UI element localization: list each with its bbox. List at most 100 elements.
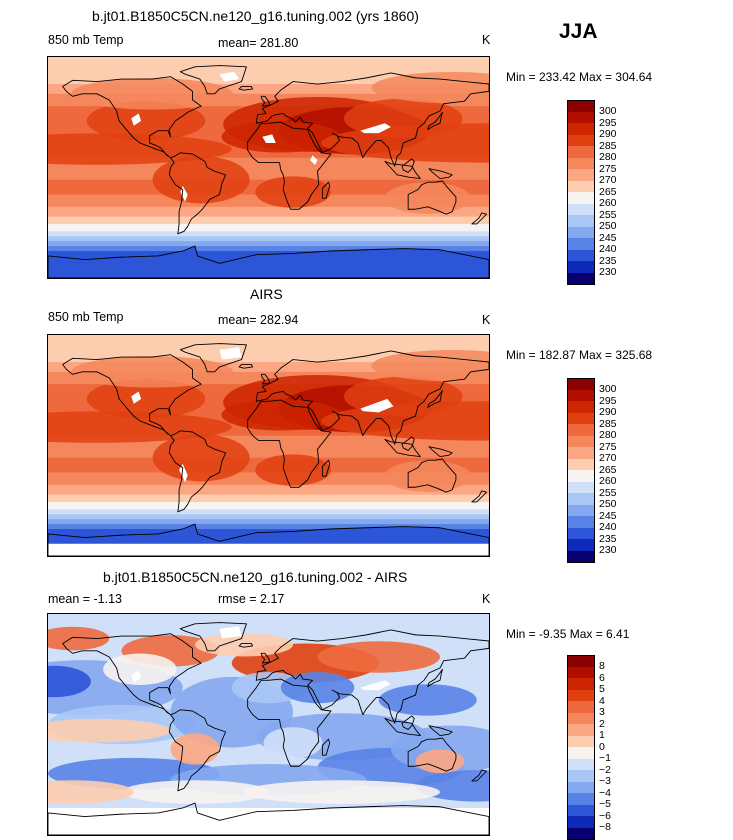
missing-data-region: [48, 807, 489, 835]
temperature-band: [48, 246, 489, 250]
temperature-band: [48, 226, 489, 230]
coastline-indonesia: [384, 160, 421, 180]
coastline-nz: [471, 212, 487, 225]
temperature-band: [48, 216, 489, 220]
colorbar-cell: [567, 435, 595, 448]
temperature-band: [48, 69, 489, 73]
temperature-band: [48, 501, 489, 506]
coastline-namerica: [62, 633, 202, 716]
coastline-greenland: [179, 65, 247, 95]
temperature-band: [48, 236, 489, 240]
coastline-iceland: [238, 364, 254, 369]
temperature-band: [48, 357, 489, 361]
colorbar-tick-label: 6: [599, 671, 605, 684]
coastline-uk: [260, 95, 271, 107]
colorbar-tick-label: 280: [599, 429, 617, 441]
temperature-band: [48, 162, 489, 166]
coastline-borneo: [401, 158, 415, 173]
colorbar-cell: [567, 146, 595, 158]
colorbar-cell: [567, 180, 595, 193]
colorbar-tick-label: 280: [599, 151, 617, 163]
temperature-anomaly-region: [255, 454, 331, 486]
colorbar-tick-label: 0: [599, 740, 605, 753]
map-canvas: [48, 614, 489, 835]
temperature-band: [48, 339, 489, 343]
coastline-japan: [427, 389, 443, 408]
missing-data-region: [131, 113, 142, 126]
coastline-greenland: [179, 343, 247, 373]
colorbar-tick-label: 250: [599, 220, 617, 232]
colorbar-cell: [567, 123, 595, 135]
colorbar-tick-label: −2: [599, 763, 611, 776]
temperature-band: [48, 233, 489, 237]
colorbar-tick-label: 275: [599, 162, 617, 175]
colorbar-cell: [567, 412, 595, 425]
colorbar-tick-label: −3: [599, 775, 611, 787]
temperature-band: [48, 344, 489, 348]
colorbar-tick-label: −5: [599, 798, 611, 810]
colorbar-tick-label: 8: [599, 660, 605, 672]
coastline-japan: [427, 111, 443, 130]
colorbar-tick-label: 240: [599, 243, 617, 255]
temperature-anomaly-region: [221, 121, 341, 153]
colorbar-cell: [567, 804, 595, 817]
temperature-band: [48, 482, 489, 486]
missing-data-region: [131, 670, 142, 683]
colorbar-cell: [567, 712, 595, 725]
panel-3-title: b.jt01.B1850C5CN.ne120_g16.tuning.002 - …: [103, 569, 408, 585]
missing-data-region: [310, 155, 318, 166]
colorbar-cell: [567, 539, 595, 551]
colorbar-cell: [567, 401, 595, 413]
coastline-indonesia: [384, 717, 421, 737]
temperature-anomaly-region: [48, 133, 232, 165]
panel-2-title: AIRS: [250, 286, 283, 302]
panel-1-variable-label: 850 mb Temp: [48, 33, 124, 47]
temperature-band: [48, 76, 489, 80]
temperature-band: [48, 497, 489, 501]
missing-data-region: [131, 391, 142, 404]
temperature-band: [48, 519, 489, 523]
temperature-band: [48, 160, 489, 164]
temperature-band: [48, 445, 489, 449]
temperature-band: [48, 452, 489, 456]
colorbar-cell: [567, 169, 595, 181]
panel-3-minmax: Min = -9.35 Max = 6.41: [506, 627, 630, 641]
colorbar-cell: [567, 758, 595, 771]
colorbar-cell: [567, 793, 595, 805]
difference-region: [378, 684, 477, 716]
temperature-band: [48, 214, 489, 218]
coastline-africa: [247, 678, 332, 767]
colorbar-cell: [567, 516, 595, 528]
temperature-band: [48, 484, 489, 488]
colorbar-tick-label: 295: [599, 394, 617, 407]
colorbar-cell: [567, 389, 595, 402]
panel-1-title: b.jt01.B1850C5CN.ne120_g16.tuning.002 (y…: [92, 8, 419, 24]
difference-region: [121, 780, 269, 804]
coastline-eurasia: [255, 350, 489, 445]
temperature-band: [48, 526, 489, 530]
coastline-samerica: [168, 709, 227, 792]
coastline-antarctica: [48, 802, 489, 835]
temperature-band: [48, 61, 489, 65]
colorbar-tick-label: −6: [599, 809, 611, 822]
coastline-africa: [247, 121, 332, 210]
coastline-iceland: [238, 643, 254, 648]
temperature-band: [48, 514, 489, 518]
panel-1-units: K: [482, 33, 491, 47]
temperature-band: [48, 359, 489, 363]
colorbar-cell: [567, 481, 595, 494]
coastline-australia: [407, 180, 457, 215]
temperature-band: [48, 504, 489, 508]
temperature-anomaly-region: [321, 123, 489, 163]
temperature-band: [48, 455, 489, 459]
coastline-samerica: [168, 152, 227, 235]
temperature-anomaly-region: [384, 182, 471, 214]
temperature-band: [48, 250, 489, 255]
missing-data-region: [262, 134, 276, 143]
temperature-band: [48, 342, 489, 346]
temperature-band: [48, 66, 489, 70]
coastline-uk: [260, 652, 271, 664]
temperature-anomaly-region: [71, 356, 233, 388]
difference-region: [415, 749, 465, 774]
coastline-borneo: [401, 436, 415, 451]
